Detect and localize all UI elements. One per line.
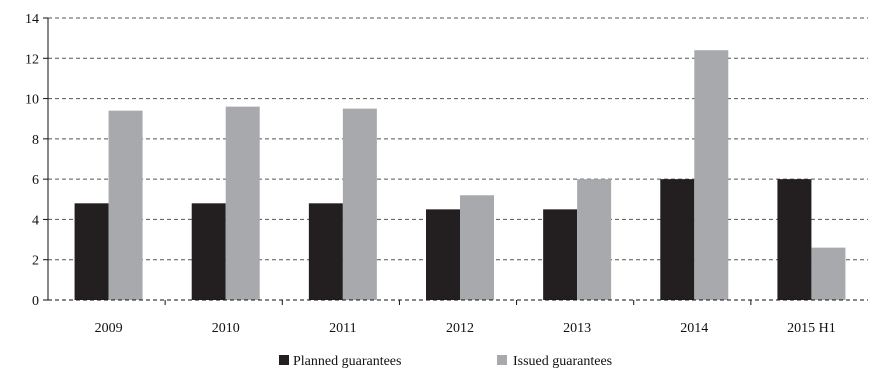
bar-planned-2012 xyxy=(426,209,460,300)
x-tick-label: 2014 xyxy=(680,321,708,336)
bar-planned-2014 xyxy=(660,179,695,300)
bar-issued-2012 xyxy=(460,195,494,300)
x-tick-label: 2010 xyxy=(212,321,240,336)
y-tick-label: 8 xyxy=(32,133,39,148)
bar-planned-2010 xyxy=(191,203,226,300)
bar-issued-2014 xyxy=(694,50,729,300)
x-tick-label: 2009 xyxy=(95,321,123,336)
legend-label-issued: Issued guarantees xyxy=(513,354,612,369)
y-tick-label: 14 xyxy=(25,12,39,27)
legend-swatch-issued xyxy=(497,355,507,365)
bar-planned-2013 xyxy=(543,209,578,300)
x-tick-label: 2011 xyxy=(329,321,356,336)
bar-planned-2009 xyxy=(74,203,109,300)
y-tick-label: 2 xyxy=(32,254,39,269)
bar-issued-2011 xyxy=(342,108,377,301)
legend-swatch-planned xyxy=(279,355,289,365)
legend-label-planned: Planned guarantees xyxy=(293,354,401,369)
bar-planned-2015-h1 xyxy=(777,179,812,300)
x-tick-label: 2015 H1 xyxy=(787,321,836,336)
bar-issued-2013 xyxy=(577,179,612,300)
y-tick-label: 4 xyxy=(32,213,39,228)
x-tick-label: 2013 xyxy=(563,321,591,336)
axes xyxy=(43,17,868,305)
legend: Planned guarantees Issued guarantees xyxy=(279,354,612,369)
y-tick-label: 10 xyxy=(25,93,39,108)
y-tick-label: 12 xyxy=(25,52,39,67)
x-tick-label: 2012 xyxy=(446,321,474,336)
bars xyxy=(74,50,846,301)
y-tick-labels: 0 2 4 6 8 10 12 14 xyxy=(25,12,39,309)
y-tick-label: 0 xyxy=(32,294,39,309)
y-tick-label: 6 xyxy=(32,173,39,188)
bar-issued-2010 xyxy=(225,106,260,300)
bar-issued-2015-h1 xyxy=(811,247,846,300)
x-tick-labels: 2009 2010 2011 2012 2013 2014 2015 H1 xyxy=(95,321,836,336)
bar-planned-2011 xyxy=(308,203,343,300)
bar-issued-2009 xyxy=(108,110,143,301)
